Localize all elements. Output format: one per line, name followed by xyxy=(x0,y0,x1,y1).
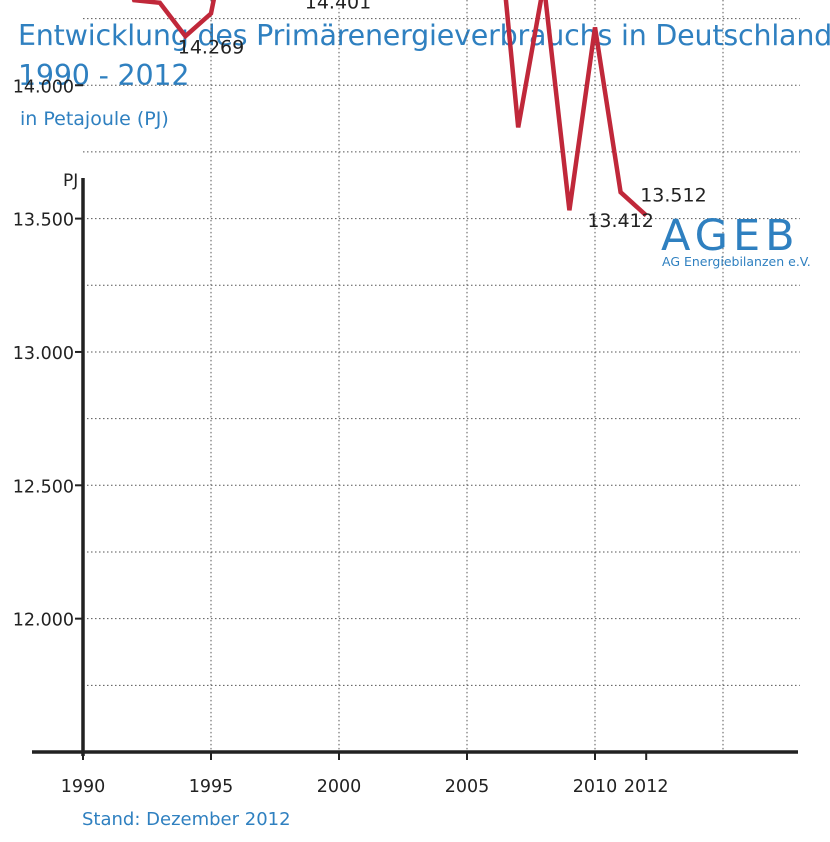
y-tick-label: 14.000 xyxy=(13,77,74,97)
data-date-note: Stand: Dezember 2012 xyxy=(82,809,291,830)
chart-subtitle: in Petajoule (PJ) xyxy=(20,108,169,130)
y-tick-label: 12.000 xyxy=(13,611,74,631)
y-tick-label: 12.500 xyxy=(13,477,74,497)
x-tick-label: 2005 xyxy=(445,777,490,797)
x-tick-labels: 1990 1995 2000 2005 2010 2012 xyxy=(61,752,669,797)
logo-subtitle: AG Energiebilanzen e.V. xyxy=(662,254,811,269)
data-label: 14.269 xyxy=(178,37,244,59)
chart-title: Entwicklung des Primärenergieverbrauchs … xyxy=(18,16,830,96)
y-axis-label: PJ xyxy=(63,171,78,191)
x-tick-label: 1990 xyxy=(61,777,106,797)
chart-title-line-1: Entwicklung des Primärenergieverbrauchs … xyxy=(18,19,830,52)
chart-title-line-2: 1990 - 2012 xyxy=(18,59,190,92)
grid-lines xyxy=(83,0,800,752)
chart-axes xyxy=(32,178,798,756)
x-tick-label: 1995 xyxy=(189,777,234,797)
series-line xyxy=(131,0,648,218)
data-points xyxy=(134,0,647,216)
data-label: 13.412 xyxy=(587,210,653,232)
y-tick-label: 13.500 xyxy=(13,211,74,231)
ageb-logo: AGEB AG Energiebilanzen e.V. xyxy=(661,211,811,269)
data-label: 13.512 xyxy=(640,184,706,206)
y-tick-label: 13.000 xyxy=(13,344,74,364)
logo-wordmark: AGEB xyxy=(661,211,800,261)
data-label: 14.401 xyxy=(305,0,371,13)
x-tick-label: 2010 xyxy=(573,777,618,797)
x-tick-label: 2012 xyxy=(624,777,669,797)
data-labels: 14.90514.26914.40114.55814.21713.41213.5… xyxy=(178,0,707,232)
y-tick-labels: 12.00012.50013.00013.50014.00014.50015.0… xyxy=(13,77,83,631)
x-tick-label: 2000 xyxy=(317,777,362,797)
